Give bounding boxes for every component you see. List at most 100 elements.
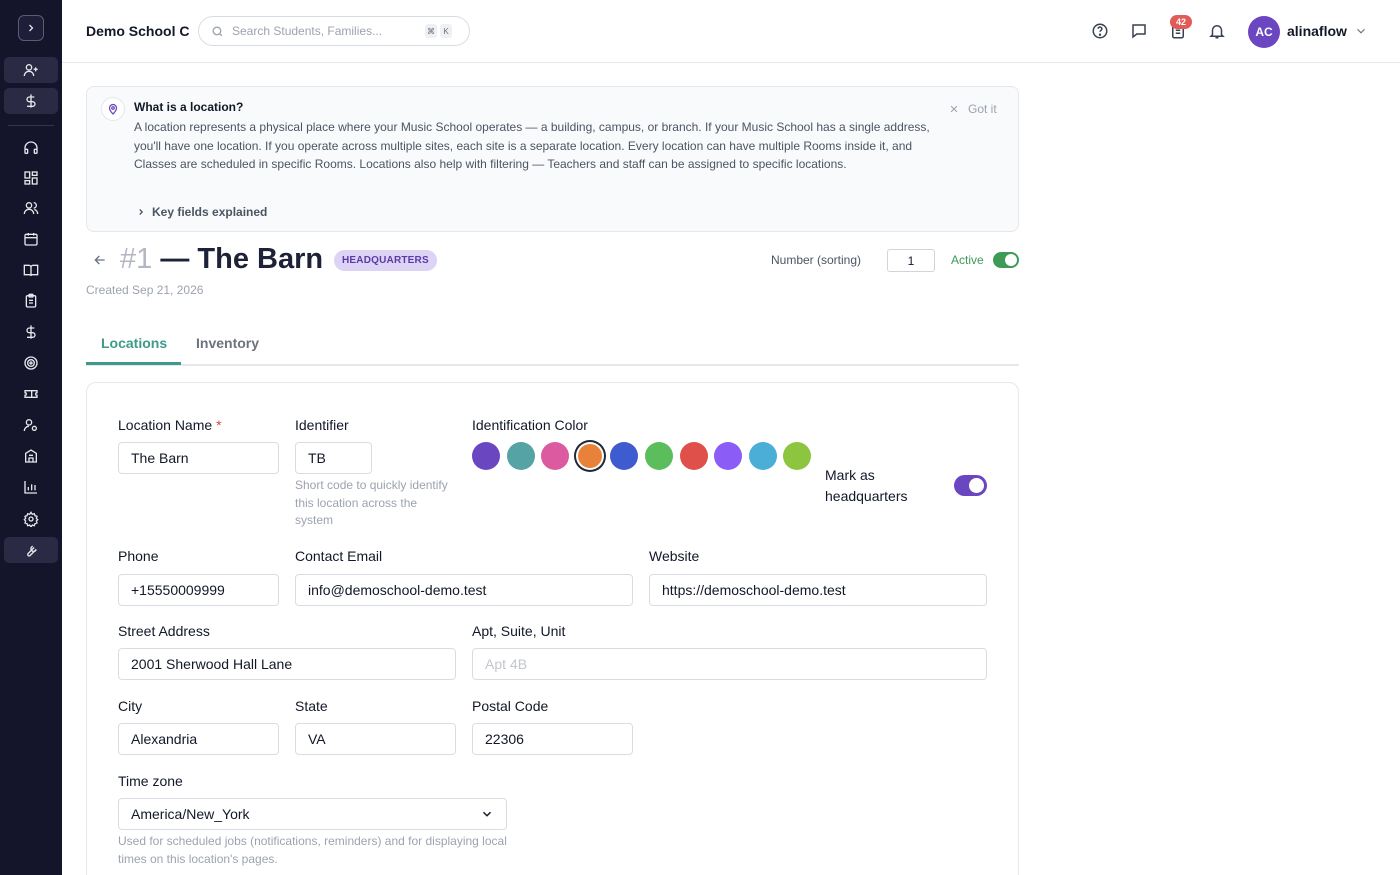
sidebar-item-courses[interactable] [4,257,58,283]
dashboard-icon [24,171,38,185]
state-label: State [295,698,328,714]
sidebar-item-users[interactable] [4,195,58,221]
sidebar-item-tools[interactable] [4,537,58,563]
sidebar-item-calendar[interactable] [4,226,58,252]
sidebar-item-locations[interactable] [4,443,58,469]
bell-icon [1209,25,1225,39]
calendar-icon [24,233,38,246]
email-label: Contact Email [295,548,383,564]
postal-label: Postal Code [472,698,549,714]
active-tab-indicator [86,362,181,365]
user-settings-icon [23,419,37,432]
user-name[interactable]: alinaflow [1287,23,1347,39]
headset-icon [24,141,38,154]
identifier-input[interactable] [295,442,372,474]
user-plus-icon [23,63,38,77]
required-asterisk: * [216,417,222,433]
sidebar-item-payments[interactable] [4,88,58,114]
search-bar[interactable]: ⌘ K [198,16,470,46]
website-label: Website [649,548,700,564]
sidebar-item-settings[interactable] [4,506,58,532]
headquarters-badge: HEADQUARTERS [334,250,437,271]
sidebar-toggle-button[interactable] [18,15,44,41]
sidebar-divider [8,125,54,126]
city-input[interactable] [118,723,279,755]
building-icon [25,449,37,463]
created-date: Created Sep 21, 2026 [86,283,204,297]
sidebar-item-tickets[interactable] [4,381,58,407]
sidebar-item-billing[interactable] [4,319,58,345]
sidebar-item-staff[interactable] [4,412,58,438]
sidebar-item-goals[interactable] [4,350,58,376]
sidebar-item-tasks[interactable] [4,288,58,314]
search-input[interactable] [232,24,422,38]
color-swatch[interactable] [472,442,500,470]
dollar-icon [26,94,36,108]
notifications-button[interactable] [1207,21,1227,41]
location-name-title: — The Barn [160,243,324,275]
tab-locations[interactable]: Locations [101,335,168,351]
key-fields-label: Key fields explained [152,205,268,219]
color-swatch[interactable] [577,444,602,468]
avatar[interactable]: AC [1248,16,1280,48]
apt-label: Apt, Suite, Unit [472,623,566,639]
timezone-select[interactable]: America/New_York [118,798,507,830]
sidebar-item-reports[interactable] [4,474,58,500]
headquarters-toggle[interactable] [954,475,987,496]
identifier-hint: Short code to quickly identify this loca… [295,478,448,527]
info-callout: What is a location? A location represent… [86,86,1019,232]
notification-badge: 42 [1170,15,1192,29]
email-input[interactable] [295,574,633,606]
info-title: What is a location? [134,100,244,114]
active-toggle[interactable] [993,252,1019,268]
location-name-label-text: Location Name [118,417,213,433]
phone-input[interactable] [118,574,279,606]
sidebar-item-add-user[interactable] [4,57,58,83]
sort-number-input[interactable] [887,249,935,272]
timezone-value: America/New_York [131,806,250,822]
color-swatch[interactable] [783,442,812,470]
top-header: Demo School C ⌘ K 42 AC alinaflow [62,0,1400,63]
sidebar [0,0,62,875]
timezone-label: Time zone [118,773,183,789]
color-swatch[interactable] [748,442,777,470]
color-swatch[interactable] [506,442,535,470]
messages-button[interactable] [1129,21,1149,41]
street-input[interactable] [118,648,456,680]
color-swatch[interactable] [714,442,743,470]
location-name-input[interactable] [118,442,279,474]
website-input[interactable] [649,574,987,606]
chevron-down-icon [482,811,492,817]
back-button[interactable] [92,252,108,273]
user-menu-toggle[interactable] [1354,24,1368,43]
wrench-icon [27,545,37,557]
kbd-k: K [440,24,452,38]
close-icon [950,105,958,113]
help-button[interactable] [1090,21,1110,41]
sort-number-label: Number (sorting) [771,253,862,267]
sidebar-item-dashboard[interactable] [4,165,58,191]
help-circle-icon [1092,23,1108,39]
identifier-label: Identifier [295,417,349,433]
school-name[interactable]: Demo School C [86,23,190,39]
state-input[interactable] [295,723,456,755]
color-label: Identification Color [472,417,588,433]
book-icon [23,264,39,277]
sidebar-item-support[interactable] [4,135,58,161]
dollar-icon [26,325,36,339]
got-it-button[interactable]: Got it [949,102,997,116]
active-label: Active [951,253,984,267]
city-label: City [118,698,143,714]
color-swatch[interactable] [541,442,570,470]
color-swatch[interactable] [679,442,708,470]
color-swatch[interactable] [610,442,639,470]
color-swatch[interactable] [645,442,673,470]
chart-icon [24,481,37,494]
phone-label: Phone [118,548,159,564]
key-fields-toggle[interactable]: Key fields explained [136,205,267,219]
kbd-cmd: ⌘ [425,24,437,38]
postal-input[interactable] [472,723,633,755]
tab-inventory[interactable]: Inventory [196,335,260,351]
apt-input[interactable] [472,648,987,680]
